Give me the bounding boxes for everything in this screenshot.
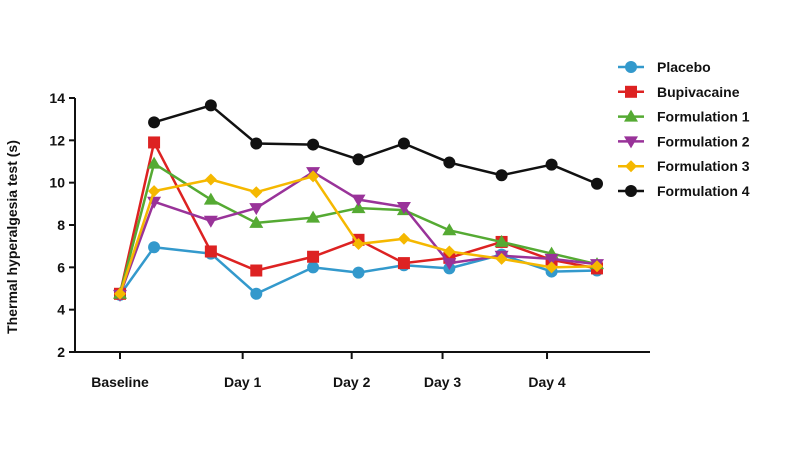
data-point-formulation-3	[204, 173, 217, 186]
data-point-formulation-1	[442, 223, 457, 236]
legend-marker-formulation-2	[624, 136, 638, 149]
data-point-formulation-4	[148, 116, 161, 129]
data-point-formulation-2	[351, 194, 366, 207]
series-formulation-3	[114, 170, 603, 300]
x-tick-label: Day 1	[224, 374, 262, 390]
x-tick-label: Day 4	[528, 374, 566, 390]
data-point-formulation-2	[442, 258, 457, 271]
data-point-formulation-4	[397, 137, 410, 150]
data-point-bupivacaine	[307, 250, 320, 263]
data-point-formulation-1	[351, 201, 366, 214]
y-tick-label: 10	[49, 175, 65, 191]
data-point-formulation-4	[204, 99, 217, 112]
data-point-formulation-4	[443, 156, 456, 169]
y-axis-title: Thermal hyperalgesia test (s)	[4, 140, 20, 334]
y-tick-label: 2	[57, 344, 65, 360]
legend-item-bupivacaine: Bupivacaine	[618, 84, 740, 100]
legend-label-placebo: Placebo	[657, 59, 711, 75]
legend: Placebo Bupivacaine Formulation 1 Formulati…	[618, 59, 750, 199]
data-point-placebo	[352, 266, 365, 279]
data-point-formulation-1	[249, 215, 264, 228]
data-point-formulation-3	[114, 287, 126, 300]
data-point-formulation-3	[307, 170, 320, 183]
data-point-formulation-1	[147, 156, 162, 169]
y-tick-label: 14	[49, 90, 65, 106]
series-formulation-1	[113, 156, 604, 299]
data-point-formulation-3	[148, 185, 161, 198]
legend-marker-placebo	[625, 61, 637, 73]
data-point-bupivacaine	[250, 264, 263, 277]
legend-marker-formulation-1	[624, 109, 638, 122]
legend-item-formulation-3: Formulation 3	[618, 158, 750, 174]
data-point-bupivacaine	[204, 245, 217, 258]
data-point-formulation-3	[545, 261, 558, 274]
data-point-formulation-2	[544, 253, 559, 266]
data-point-formulation-3	[352, 238, 365, 251]
legend-label-formulation-4: Formulation 4	[657, 183, 750, 199]
x-tick-label: Baseline	[91, 374, 149, 390]
data-point-bupivacaine	[148, 136, 161, 149]
legend-item-formulation-1: Formulation 1	[618, 109, 750, 125]
data-point-formulation-3	[591, 260, 603, 273]
data-point-formulation-3	[443, 245, 456, 258]
data-point-formulation-1	[306, 210, 321, 223]
legend-label-formulation-2: Formulation 2	[657, 133, 750, 149]
data-point-placebo	[148, 241, 161, 254]
data-point-formulation-4	[307, 138, 320, 151]
data-point-formulation-4	[591, 177, 603, 190]
legend-marker-bupivacaine	[625, 85, 637, 98]
data-point-formulation-2	[249, 203, 264, 216]
data-point-formulation-4	[545, 158, 558, 171]
y-tick-label: 8	[57, 217, 65, 233]
series-formulation-2	[113, 167, 604, 302]
axes: 2 4 6 8 10 12 14 Baseline Day 1 Day 2 Day 3 Day 4 Th…	[4, 90, 650, 390]
x-tick-label: Day 2	[333, 374, 371, 390]
legend-label-formulation-3: Formulation 3	[657, 158, 750, 174]
data-point-formulation-2	[396, 202, 411, 215]
data-point-formulation-3	[495, 252, 508, 265]
series-line-formulation-4	[153, 104, 598, 185]
data-point-formulation-3	[397, 232, 410, 245]
series-formulation-4	[148, 99, 603, 190]
data-point-formulation-4	[250, 137, 263, 150]
legend-marker-formulation-3	[625, 160, 637, 173]
data-point-placebo	[307, 261, 320, 274]
y-tick-label: 4	[57, 302, 65, 318]
legend-marker-formulation-4	[625, 185, 637, 197]
x-tick-label: Day 3	[424, 374, 462, 390]
series-layer	[113, 99, 604, 302]
data-point-bupivacaine	[397, 257, 410, 270]
legend-label-bupivacaine: Bupivacaine	[657, 84, 740, 100]
legend-item-formulation-4: Formulation 4	[618, 183, 750, 199]
y-tick-label: 12	[49, 132, 65, 148]
legend-item-placebo: Placebo	[618, 59, 711, 75]
data-point-formulation-2	[203, 215, 218, 228]
data-point-formulation-3	[250, 186, 263, 199]
data-point-formulation-4	[352, 153, 365, 166]
legend-label-formulation-1: Formulation 1	[657, 109, 750, 125]
y-tick-label: 6	[57, 259, 65, 275]
data-point-placebo	[250, 287, 263, 300]
data-point-formulation-1	[494, 234, 509, 247]
data-point-formulation-1	[203, 192, 218, 205]
data-point-formulation-4	[495, 169, 508, 182]
series-placebo	[114, 241, 603, 301]
legend-item-formulation-2: Formulation 2	[618, 133, 750, 149]
